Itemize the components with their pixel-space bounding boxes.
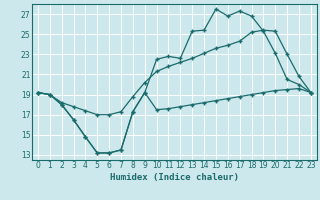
X-axis label: Humidex (Indice chaleur): Humidex (Indice chaleur) bbox=[110, 173, 239, 182]
